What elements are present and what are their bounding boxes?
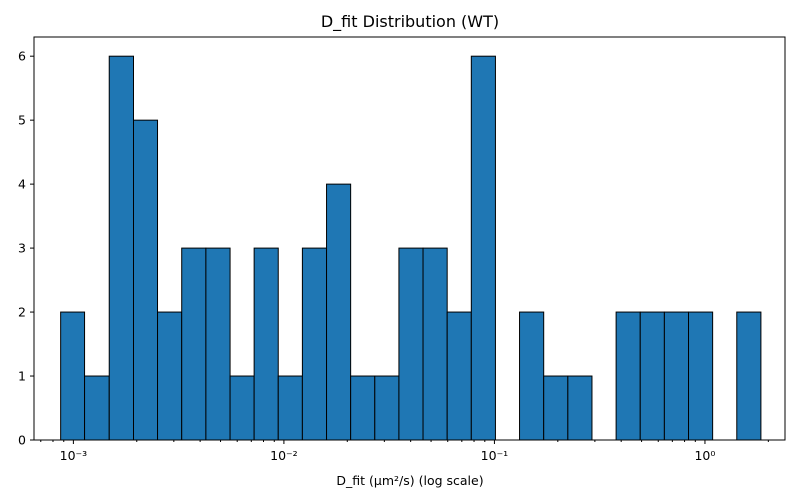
y-tick-label: 1 [18, 369, 26, 384]
histogram-bar [181, 247, 207, 441]
y-tick-label: 0 [18, 433, 26, 448]
x-tick-label: 10⁰ [694, 448, 715, 463]
ticks-layer: 0 1 2 3 4 5 6 10⁻³ 10⁻² 10⁻¹ 10⁰ [18, 49, 769, 463]
histogram-bar [446, 311, 472, 441]
histogram-bar [253, 247, 279, 441]
histogram-bar [157, 311, 183, 441]
histogram-bar [543, 375, 569, 441]
histogram-bar [567, 375, 593, 441]
histogram-bar [736, 311, 762, 441]
histogram-bar [688, 311, 714, 441]
histogram-bar [84, 375, 110, 441]
x-tick-label: 10⁻³ [60, 448, 88, 463]
histogram-bar [108, 55, 135, 441]
x-tick-label: 10⁻² [270, 448, 298, 463]
histogram-bar [398, 247, 424, 441]
histogram-bar [639, 311, 665, 441]
y-tick-label: 3 [18, 241, 26, 256]
histogram-bar [470, 55, 496, 441]
histogram-bar [326, 183, 352, 441]
x-axis-label: D_fit (μm²/s) (log scale) [336, 473, 483, 488]
histogram-bar [60, 311, 86, 441]
histogram-bar [374, 375, 400, 441]
histogram-bar [663, 311, 690, 441]
histogram-bar [615, 311, 641, 441]
bars-layer [60, 55, 762, 441]
y-tick-label: 2 [18, 305, 26, 320]
histogram-bar [350, 375, 376, 441]
histogram-bar [519, 311, 545, 441]
histogram-bar [229, 375, 255, 441]
histogram-bar [301, 247, 328, 441]
histogram-bar [277, 375, 303, 441]
histogram-bar [133, 119, 159, 441]
plot-frame [33, 36, 786, 441]
y-tick-label: 5 [18, 113, 26, 128]
histogram-bar [205, 247, 231, 441]
chart-title: D_fit Distribution (WT) [321, 12, 499, 32]
x-tick-label: 10⁻¹ [481, 448, 509, 463]
y-tick-label: 4 [18, 177, 26, 192]
histogram-bar [422, 247, 448, 441]
y-tick-label: 6 [18, 49, 26, 64]
